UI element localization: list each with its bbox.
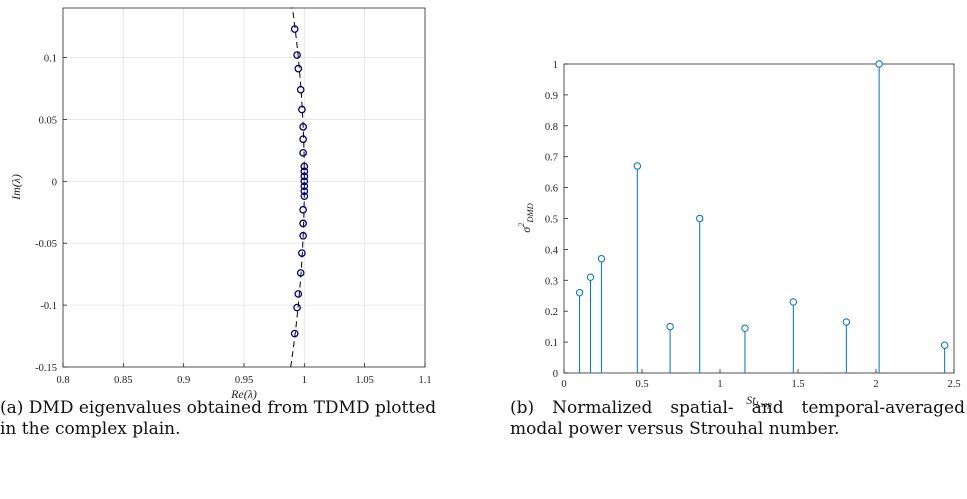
y-tick-label: 1 [553, 60, 558, 71]
eigenvalue-grid [63, 8, 425, 367]
modal-power-plot: 0 0.5 1 1.5 2 2.5 0 0.1 0.2 0.3 0.4 0.5 0.6 0.7 0.8 0.9… [516, 60, 961, 409]
y-tick-label: 0.9 [545, 91, 558, 102]
eigenvalue-point [293, 303, 301, 312]
eigenvalue-point [299, 205, 307, 214]
eigenvalue-point [299, 231, 307, 240]
x-tick-label: 0.5 [635, 379, 648, 390]
eigenvalue-point [298, 105, 306, 114]
y-tick-label: -0.05 [35, 239, 57, 250]
eigenvalue-point [290, 329, 299, 338]
eigenvalue-tick-labels: 0.8 0.85 0.9 0.95 1 1.05 1.1 -0.15 -0.1 -0.05 0 0.0… [35, 54, 431, 386]
y-tick-label: 0.5 [545, 215, 558, 226]
stem-marker [940, 341, 949, 349]
stem-marker [875, 60, 883, 68]
y-tick-label: 0 [553, 369, 558, 380]
x-tick-label: 1 [717, 379, 722, 390]
y-tick-label: 0.1 [44, 54, 57, 65]
eigenvalue-markers [290, 25, 309, 338]
x-tick-label: 2 [873, 379, 878, 390]
modal-power-ylabel: σ2DMD [516, 202, 535, 232]
eigenvalue-point [296, 85, 305, 94]
eigenvalue-point [294, 64, 303, 73]
x-tick-label: 1.05 [355, 375, 373, 386]
x-tick-label: 0.95 [235, 375, 253, 386]
modal-power-tick-labels: 0 0.5 1 1.5 2 2.5 0 0.1 0.2 0.3 0.4 0.5 0.6 0.7 0.8 0.9… [545, 60, 961, 390]
x-tick-label: 1.5 [791, 379, 804, 390]
y-tick-label: -0.15 [35, 363, 57, 374]
eigenvalue-point [300, 187, 309, 196]
y-tick-label: 0.1 [545, 338, 558, 349]
y-tick-label: 0.3 [545, 276, 558, 287]
y-tick-label: 0.4 [545, 245, 559, 256]
stem-marker [633, 162, 642, 170]
x-tick-label: 0.85 [114, 375, 132, 386]
stem-marker [575, 288, 584, 297]
eigenvalue-point [299, 135, 307, 144]
y-tick-label: 0.7 [545, 153, 558, 164]
eigenvalue-plot: 0.8 0.85 0.9 0.95 1 1.05 1.1 -0.15 -0.1 -0.05 0 0.0… [9, 7, 432, 401]
x-tick-label: 2.5 [947, 379, 960, 390]
unit-circle-dashed-line [290, 7, 305, 368]
eigenvalue-point [300, 167, 309, 176]
eigenvalue-point [298, 249, 306, 257]
stem-marker [789, 298, 798, 306]
y-tick-label: 0.8 [545, 122, 558, 133]
y-tick-label: 0 [52, 177, 57, 188]
eigenvalue-point [300, 192, 309, 201]
eigenvalue-xlabel: Re(λ) [230, 387, 257, 401]
stem-marker [586, 273, 595, 281]
stem-marker [597, 254, 606, 263]
stem-marker [842, 318, 851, 326]
caption-a: (a) DMD eigenvalues obtained from TDMD p… [0, 398, 437, 439]
eigenvalue-point [300, 177, 309, 186]
x-tick-label: 1.1 [418, 375, 431, 386]
caption-b: (b) Normalized spatial- and temporal-ave… [510, 398, 965, 439]
eigenvalue-point [300, 172, 309, 181]
eigenvalue-point [300, 162, 309, 171]
eigenvalue-point [290, 25, 299, 33]
x-tick-label: 0.9 [177, 375, 190, 386]
x-tick-label: 1 [302, 375, 307, 386]
eigenvalue-point [293, 51, 301, 59]
y-tick-label: 0.05 [39, 115, 57, 126]
eigenvalue-point [296, 269, 305, 277]
y-tick-label: -0.1 [40, 301, 57, 312]
x-tick-label: 0.8 [56, 375, 69, 386]
x-tick-label: 0 [561, 379, 566, 390]
eigenvalue-point [294, 290, 303, 298]
eigenvalue-point [299, 148, 307, 157]
eigenvalue-point [300, 182, 309, 191]
y-tick-label: 0.6 [545, 184, 558, 195]
eigenvalue-ylabel: Im(λ) [9, 174, 23, 201]
stem-marker [696, 214, 704, 223]
stem-marker [741, 324, 749, 332]
eigenvalue-point [299, 122, 307, 131]
stem-marker [666, 322, 674, 331]
modal-power-plot-frame [563, 63, 955, 374]
modal-power-stems [575, 60, 949, 373]
y-tick-label: 0.2 [545, 307, 558, 318]
eigenvalue-point [299, 219, 307, 228]
